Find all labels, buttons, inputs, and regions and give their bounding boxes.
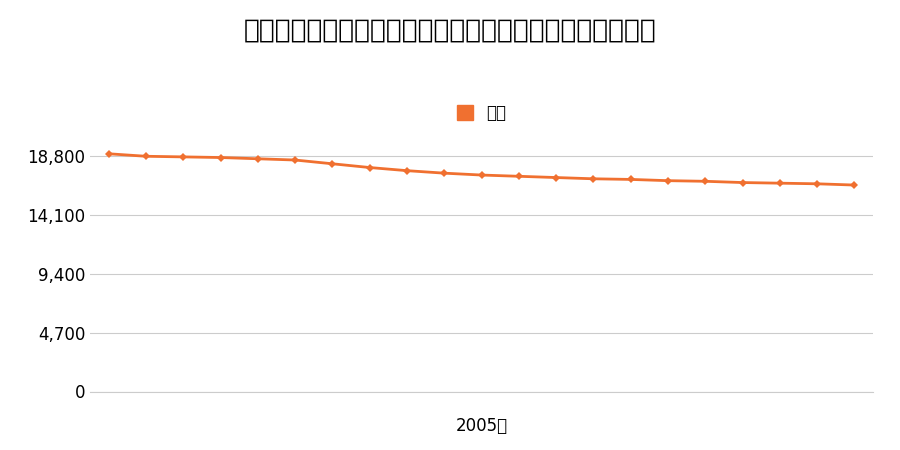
Text: 栃木県小山市大字梁字北石島１１７４番外１筆の地価推移: 栃木県小山市大字梁字北石島１１７４番外１筆の地価推移	[244, 18, 656, 44]
価格	[849, 182, 859, 188]
価格	[215, 155, 226, 160]
Text: 2005年: 2005年	[455, 417, 508, 435]
価格	[774, 180, 785, 186]
価格	[513, 174, 524, 179]
価格	[700, 179, 711, 184]
価格	[290, 158, 301, 163]
価格	[327, 161, 338, 166]
価格	[737, 180, 748, 185]
価格	[551, 175, 562, 180]
価格	[812, 181, 823, 186]
価格	[104, 151, 114, 157]
価格	[252, 156, 263, 162]
価格	[439, 171, 450, 176]
価格	[588, 176, 598, 181]
価格	[364, 165, 375, 170]
価格	[140, 153, 151, 159]
価格	[662, 178, 673, 183]
Line: 価格: 価格	[105, 151, 858, 188]
Legend: 価格: 価格	[450, 97, 513, 129]
価格	[178, 154, 189, 160]
価格	[626, 177, 636, 182]
価格	[476, 172, 487, 178]
価格	[401, 168, 412, 173]
